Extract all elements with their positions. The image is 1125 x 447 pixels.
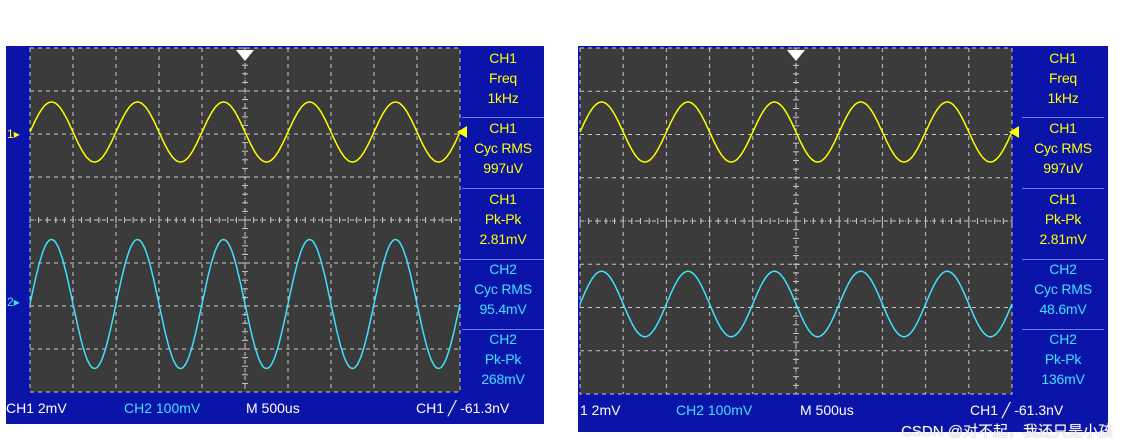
graticule <box>29 47 460 392</box>
graticule-border <box>29 47 461 393</box>
measurement-panel: CH1 Freq 1kHz CH1 Cyc RMS 997uV CH1 Pk-P… <box>462 46 544 398</box>
ch1-level-icon <box>1009 126 1019 138</box>
watermark: CSDN @对不起，我还只是小孩 <box>901 423 1113 440</box>
status-bar: CH1 2mV CH2 100mV M 500us CH1 ╱ -61.3nV <box>6 396 544 422</box>
measurement-panel: CH1 Freq 1kHz CH1 Cyc RMS 997uV CH1 Pk-P… <box>1022 46 1104 398</box>
graticule <box>579 47 1013 395</box>
ch2-waveform <box>29 238 461 370</box>
right-oscilloscope: CH1 Freq 1kHz CH1 Cyc RMS 997uV CH1 Pk-P… <box>578 46 1108 432</box>
measurement-block: CH1 Pk-Pk 2.81mV <box>479 191 527 247</box>
measurement-block: CH2 Cyc RMS 48.6mV <box>1034 261 1092 317</box>
right-screen <box>579 47 1019 395</box>
ch2-marker: 2▸ <box>7 295 20 309</box>
ch2-scale: CH2 100mV <box>124 400 201 416</box>
measurement-block: CH1 Cyc RMS 997uV <box>474 120 532 176</box>
left-screen <box>29 47 467 393</box>
measurement-block: CH1 Cyc RMS 997uV <box>1034 120 1092 176</box>
ch1-waveform <box>579 101 1013 163</box>
measurement-block: CH2 Pk-Pk 268mV <box>481 331 525 387</box>
ch2-scale: CH2 100mV <box>676 402 753 418</box>
ch1-level-icon <box>457 126 467 138</box>
measurement-block: CH1 Pk-Pk 2.81mV <box>1039 191 1087 247</box>
measurement-block: CH2 Pk-Pk 136mV <box>1041 331 1085 387</box>
trigger-position-icon <box>787 50 805 61</box>
trigger-level: CH1 ╱ -61.3nV <box>416 400 510 416</box>
timebase: M 500us <box>246 400 300 416</box>
left-oscilloscope: 1▸ 2▸ CH1 Freq 1kHz CH1 Cyc RMS 997uV CH… <box>6 46 544 424</box>
trigger-position-icon <box>236 50 254 61</box>
timebase: M 500us <box>800 402 854 418</box>
measurement-block: CH1 Freq 1kHz <box>1047 50 1079 106</box>
ch1-marker: 1▸ <box>7 127 20 141</box>
measurement-block: CH1 Freq 1kHz <box>487 50 519 106</box>
ch1-scale: 1 2mV <box>580 402 621 418</box>
status-bar: 1 2mV CH2 100mV M 500us CH1 ╱ -61.3nV <box>578 398 1108 424</box>
trigger-level: CH1 ╱ -61.3nV <box>970 402 1064 418</box>
graticule-border <box>579 47 1013 395</box>
ch1-scale: CH1 2mV <box>6 400 67 416</box>
measurement-block: CH2 Cyc RMS 95.4mV <box>474 261 532 317</box>
ch2-waveform <box>579 270 1013 338</box>
ch1-waveform <box>29 101 461 163</box>
